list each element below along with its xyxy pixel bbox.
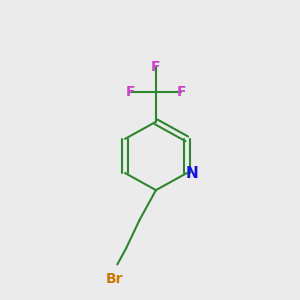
Text: Br: Br xyxy=(106,272,123,286)
Text: F: F xyxy=(126,85,135,99)
Text: F: F xyxy=(151,60,161,74)
Text: F: F xyxy=(176,85,186,99)
Text: N: N xyxy=(186,166,199,181)
